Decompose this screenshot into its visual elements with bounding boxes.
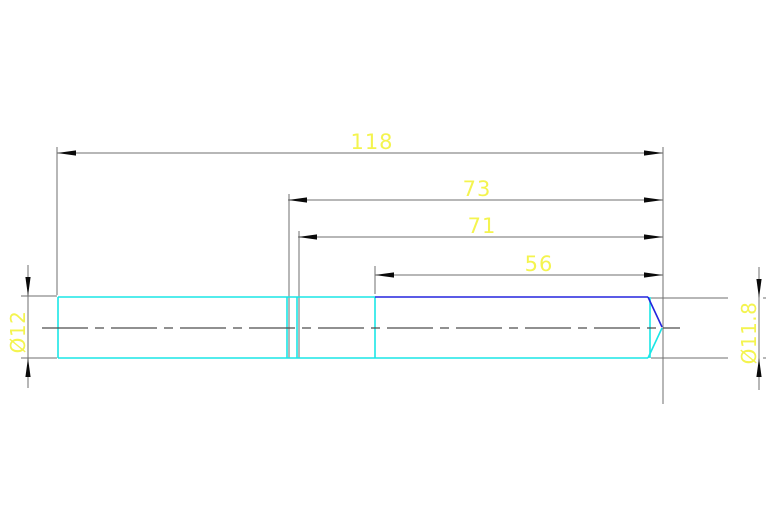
arrow-56-left	[375, 272, 394, 278]
diameter-label-left: Ø12	[6, 311, 30, 354]
arrow-71-right	[644, 234, 663, 240]
dimension-arrows	[25, 150, 762, 377]
dim-label-118: 118	[350, 130, 393, 154]
shaft-highlighted-edge	[375, 296, 663, 328]
arrow-dia12-bottom	[25, 358, 31, 377]
shaft-chamfer-bottom	[647, 327, 663, 359]
arrow-118-right	[644, 150, 663, 156]
dim-label-71: 71	[468, 214, 497, 238]
arrow-71-left	[298, 234, 317, 240]
arrow-dia12-top	[25, 277, 31, 296]
diameter-label-right: Ø11.8	[737, 302, 761, 365]
arrow-118-left	[57, 150, 76, 156]
dimension-lines	[27, 152, 760, 390]
dim-label-73: 73	[463, 177, 492, 201]
shaft-chamfer-top-blue	[647, 296, 663, 328]
arrow-dia118-bottom	[756, 358, 762, 377]
arrow-dia118-top	[756, 279, 762, 298]
dimension-labels: 118 73 71 56 Ø12 Ø11.8	[6, 130, 761, 364]
arrow-73-left	[288, 197, 307, 203]
arrow-73-right	[644, 197, 663, 203]
dim-label-56: 56	[525, 252, 554, 276]
extension-lines	[21, 147, 766, 404]
arrow-56-right	[644, 272, 663, 278]
